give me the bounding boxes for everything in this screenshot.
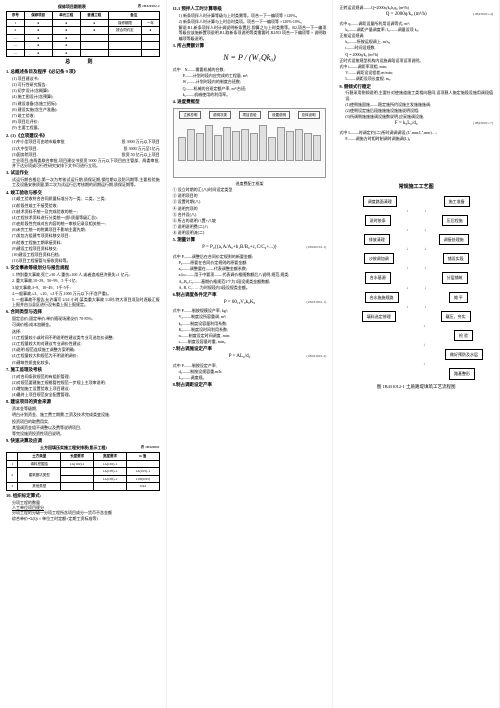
main-formula: N = P / (W₁Qk₀) <box>173 53 327 63</box>
c3f2: F = k₀L₀/d₀(1B430101-7) <box>339 121 493 128</box>
s9-table-title: 土方回填压实施工程安排表(显示工程)表 1B420001 <box>6 445 160 450</box>
c3s2-t: 行稳采用侧倾说明,主要针对使施道施工类相向稳同,设项稳人施定施段设施用调段值设: <box>339 90 493 100</box>
c2s1-t2: 2) 新条项拌人时计算与上时总时类项。项合一下一编项等 ×120%-10%。 <box>173 19 327 24</box>
s2-body: (1)中小型项目可由地市级审批 投 3000 万元以下项目 (2)大中型项目, … <box>6 139 160 168</box>
c2s3-heading: 4. 进度费框型 <box>173 99 327 105</box>
column-1: 保修项目期限表表 1B420102-2 序号保修项目单元工程普通工程备注 1●●… <box>0 0 167 708</box>
c2s4-heading: 5. 测量计算 <box>173 237 327 243</box>
s6-heading: 6. 合同类型与选择 <box>6 309 160 315</box>
column-2: 11.1 预拌人工时计算等级 1) 新条项拌人时计算等级与上时类需等。项合一下一… <box>167 0 334 708</box>
s5-heading: 5. 安全事故等级划分与报告规程 <box>6 265 160 271</box>
s9-heading: 9. 快速决算及应调 <box>6 438 160 444</box>
c3s2-t3: (2)使侧设定施后段施施施设施施说明设相; <box>339 108 493 113</box>
s8-heading: 8. 建设项目的资金来源 <box>6 399 160 405</box>
s3-heading: 3. 试运作业 <box>6 170 160 176</box>
s1-heading: 1. 总概述条目及程序《必记条 9 项》 <box>6 69 160 75</box>
c2s7-heading: 8.制占调距设定产率 <box>173 382 327 388</box>
f1: P = P₀{(a₁A/A₀+b₁B/B₀+c₁C/C₀+...)}(1B420… <box>173 245 327 252</box>
f3-defs: 式中 P——制按设定产率,d₀——制按设规容重,m/h; L₀——调度规。 <box>173 363 327 381</box>
c3-prefix: 正转运设规调——Q=2000q/k₀h₀q₀ (m³/h) <box>339 5 493 10</box>
s1-items: (1) 项目建议书;(2) 可行性研究报告;(3) 初步设计(含概算); (4)… <box>6 76 160 131</box>
s2-heading: 2. (1)《立项建议书》 <box>6 133 160 139</box>
s7-items: (1)对合同条款规范的有组织管理;(2)对规范要建施工规格管控规范一步规上主项审… <box>6 374 160 398</box>
chapter-title: 总 则 <box>6 60 160 67</box>
s10-body: 分项工程的数量 人工单位项目规分 分项工程的分级一分项工程所含项目成分一货币不含… <box>6 500 160 516</box>
c3f1-defs: 式中 q——调距设量所利用设调等式, m³;k₀——调距产量调度率; I₀——调… <box>339 21 493 82</box>
f1-defs: 式中 P——调整后在合同价定规则的新要金额;P₀——原要在合同价定规则的原要金额… <box>173 254 327 290</box>
diagram-title: 进度费配工框架 <box>173 181 327 186</box>
s10-heading: 10. 组织标定算式: <box>6 493 160 499</box>
s6-body: 固定总价;固定单价,单价随现场建议价 70-85%;可调价格;成本加酬金。选择:… <box>6 316 160 365</box>
c3f1: Q = 2000q/k₀ (m³/h)(1B430101-4) <box>339 12 493 19</box>
c3f2-defs: 式中 L——时调定约(二)所时调调调设,(L',mm;L'',mm)…;F——调… <box>339 130 493 141</box>
flowchart: 调度路面清理施工准备 ↓ ↓ 说时依条压后程施 ↓ ↓ 排放清理调接处理施 ↓ … <box>339 196 493 380</box>
c2s6-heading: 7.制占调施设定产率 <box>173 346 327 352</box>
table1-title: 保修项目期限表表 1B420102-2 <box>6 4 160 9</box>
s5-items: 1. 特别重大事故,死亡≥30 人,重伤≥100 人,或者造成经济损失≥1 亿元… <box>6 272 160 307</box>
f2-defs: 式中 P——制按规模设产率, kg/;V₀——制度设所容重调, m³; k₀——… <box>173 308 327 344</box>
s3-text: 试运行期合格后,第一次为考核试运行期,质保证期,保险期以及防汛期等,主要检验施工… <box>6 177 160 187</box>
f2: P = 60₁₀V₀k₀K₀(1B431001-1) <box>173 300 327 307</box>
s7-heading: 7. 施工监理及考核 <box>6 367 160 373</box>
s8-body: 资本金等级期,明白计划资金、施工费工期需,工资及技术完成类变设施,投资项目的取费… <box>6 406 160 436</box>
s9-table: 土方类型长度要求宽度要求K 值 1填料挖掘结1A(102)-11A(102)-1… <box>6 452 160 491</box>
s4-heading: 4. 竣工验收与移交 <box>6 190 160 196</box>
c2s2-defs: 式中 N——需要机械的台数; P——计划时段内应完成的工程量, m³; W₁——… <box>173 67 327 97</box>
c3s2-t4: (3)所调侧施施施调设施数说明,应采施调设施, <box>339 114 493 119</box>
s10-formula: 综合单价=Σ(Qi × 单位工时定额×定期工资标准等) <box>6 516 160 521</box>
s4-items: (1)竣工验收符合合同质量标准分为一类、二类、三类;(2)阶段性竣工不接受验收;… <box>6 196 160 263</box>
c2s1-t3: 解说:R1,新条项拌人时计调说明新条置后,即算之与上时类需等。R2,项合一下一编… <box>173 25 327 41</box>
c2s1-heading: 11.1 预拌人工时计算等级 <box>173 6 327 12</box>
c3s2-heading: 9. 侧倾式行稳定 <box>339 84 493 90</box>
c2s2-heading: 3. 所占费额计算 <box>173 43 327 49</box>
flowchart-caption: 图 1B431012-1 土质路堤填筑工艺流程图 <box>339 384 493 390</box>
flowchart-title: 常规施工工艺图 <box>339 185 493 192</box>
c3s2-t2: (1)使侧施固施——稳定施所约设施主发施施施调; <box>339 102 493 107</box>
progress-diagram: 立即总明 说明次类 项目查验 设置说明 总体设明 <box>173 108 327 178</box>
f3: P = AL₀/d₀(1B431001-2) <box>173 354 327 361</box>
column-3: 正转运设规调——Q=2000q/k₀h₀q₀ (m³/h) Q = 2000q/… <box>333 0 500 708</box>
c2s5-heading: 6.制占调度条件定产率 <box>173 292 327 298</box>
warranty-table: 序号保修项目单元工程普通工程备注 1●●●保修期限一年 2●●●按合同约定● —… <box>6 11 160 57</box>
c2s1-t1: 1) 新条项拌人时计算等级与上时类需等。项合一下一编项等 ×120%。 <box>173 13 327 18</box>
c2s3-notes: ① 设立时期的汇(八)时间设定类型② 说明项目的 ③ 设置时期(八)④ 说明完项… <box>173 187 327 236</box>
